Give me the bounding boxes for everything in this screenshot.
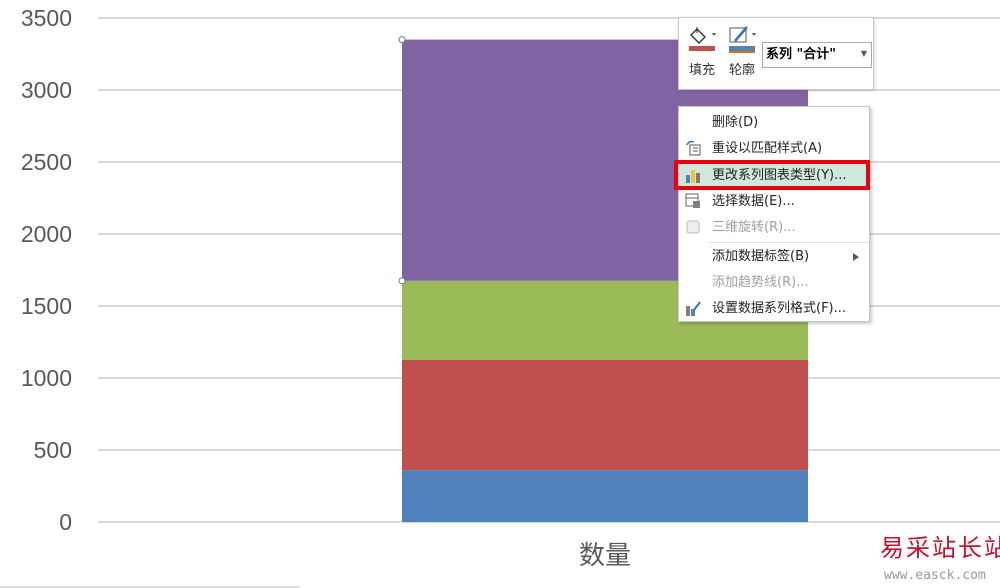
menu-label: 三维旋转(R)...: [712, 220, 796, 235]
menu-separator: [709, 242, 869, 243]
menu-label: 设置数据系列格式(F)...: [712, 301, 847, 316]
highlight-box: [674, 160, 870, 190]
menu-label: 选择数据(E)...: [712, 194, 795, 209]
menu-item-add-data-labels[interactable]: 添加数据标签(B): [679, 244, 869, 269]
reset-style-icon: [686, 140, 701, 156]
menu-item-delete[interactable]: 删除(D): [679, 110, 869, 135]
menu-item-format-series[interactable]: 设置数据系列格式(F)...: [679, 296, 869, 321]
bar-chart-icon: [686, 170, 700, 183]
menu-item-3d-rotation: 三维旋转(R)...: [679, 215, 869, 240]
watermark-logo: 易采站长站: [880, 534, 1000, 562]
x-category-label: 数量: [578, 541, 631, 571]
3d-rotate-icon: [686, 220, 700, 234]
menu-label: 删除(D): [712, 115, 759, 130]
watermark-url: www.easck.com: [884, 568, 986, 583]
context-menu: 删除(D) 重设以匹配样式(A) 更改系列图表类型(Y)... 选择数据(E).…: [678, 106, 870, 322]
menu-item-reset-style[interactable]: 重设以匹配样式(A): [679, 136, 869, 161]
format-series-icon: [686, 301, 701, 316]
y-tick-label: 3000: [20, 77, 72, 103]
outline-label: 轮廓: [729, 63, 756, 78]
y-tick-label: 2000: [20, 221, 72, 247]
pen-outline-icon: [729, 26, 756, 53]
menu-label: 添加数据标签(B): [712, 249, 810, 264]
selection-handle[interactable]: [398, 277, 406, 285]
menu-label: 添加趋势线(R)...: [712, 275, 809, 290]
fill-label: 填充: [689, 63, 716, 78]
outline-button[interactable]: [727, 24, 761, 56]
bar-segment-0[interactable]: [402, 470, 808, 522]
mini-toolbar: 填充 轮廓 系列 "合计" ▼: [678, 17, 874, 90]
menu-item-change-chart-type[interactable]: 更改系列图表类型(Y)...: [679, 163, 869, 188]
menu-item-select-data[interactable]: 选择数据(E)...: [679, 189, 869, 214]
y-tick-label: 3500: [20, 5, 72, 31]
bar-segment-1[interactable]: [402, 360, 808, 471]
menu-label: 更改系列图表类型(Y)...: [712, 168, 847, 183]
fill-button[interactable]: [687, 24, 721, 56]
chevron-down-icon: ▼: [860, 49, 867, 58]
y-tick-label: 2500: [20, 149, 72, 175]
y-tick-label: 1500: [20, 293, 72, 319]
series-select[interactable]: 系列 "合计" ▼: [762, 42, 872, 68]
series-select-value: 系列 "合计": [766, 47, 837, 62]
menu-label: 重设以匹配样式(A): [712, 141, 823, 156]
menu-item-add-trendline: 添加趋势线(R)...: [679, 270, 869, 295]
y-tick-label: 1000: [20, 365, 72, 391]
y-tick-label: 0: [59, 509, 72, 535]
y-tick-label: 500: [33, 437, 72, 463]
paint-bucket-icon: [689, 27, 716, 51]
selection-handle[interactable]: [398, 36, 406, 44]
select-data-icon: [685, 193, 700, 208]
submenu-arrow-icon: [853, 253, 859, 261]
